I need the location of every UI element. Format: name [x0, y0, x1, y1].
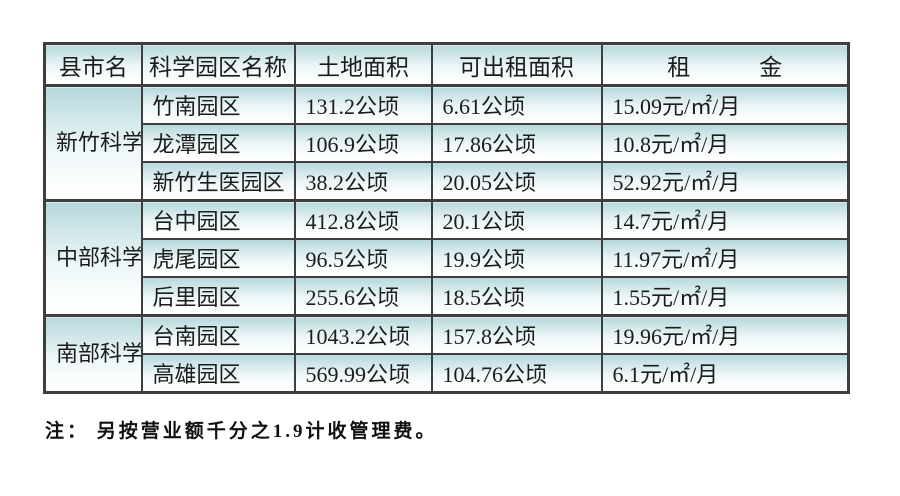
table-row: 后里园区 255.6公顷 18.5公顷 1.55元/㎡/月: [45, 276, 850, 317]
rentable-area-cell: 18.5公顷: [430, 276, 603, 317]
table-row: 新竹科学学区 竹南园区 131.2公顷 6.61公顷 15.09元/㎡/月: [43, 84, 850, 202]
table-row: 新竹生医园区 38.2公顷 20.05公顷 52.92元/㎡/月: [45, 161, 850, 202]
park-name-cell: 新竹生医园区: [140, 161, 296, 202]
park-name-cell: 台中园区: [140, 199, 296, 240]
science-parks-table: 县市名 科学园区名称 土地面积 可出租面积 租 金 新竹科学学区 竹南园区 13…: [43, 42, 850, 394]
park-name-cell: 台南园区: [140, 314, 296, 355]
rentable-area-cell: 104.76公顷: [430, 353, 603, 394]
rent-cell: 14.7元/㎡/月: [600, 199, 850, 240]
rent-cell: 19.96元/㎡/月: [600, 314, 850, 355]
header-rent: 租 金: [600, 42, 850, 87]
rentable-area-cell: 19.9公顷: [430, 238, 603, 278]
table-row: 高雄园区 569.99公顷 104.76公顷 6.1元/㎡/月: [45, 353, 850, 394]
land-area-cell: 412.8公顷: [293, 199, 433, 240]
header-land-area: 土地面积: [293, 42, 433, 87]
rentable-area-cell: 17.86公顷: [430, 123, 603, 163]
rent-cell: 11.97元/㎡/月: [600, 238, 850, 278]
land-area-cell: 38.2公顷: [293, 161, 433, 202]
district-cell: 中部科学园区: [43, 199, 143, 317]
table-row: 虎尾园区 96.5公顷 19.9公顷 11.97元/㎡/月: [45, 238, 850, 278]
rent-cell: 6.1元/㎡/月: [600, 353, 850, 394]
rentable-area-cell: 20.1公顷: [430, 199, 603, 240]
header-rentable-area: 可出租面积: [430, 42, 603, 87]
table-row: 南部科学园区 台南园区 1043.2公顷 157.8公顷 19.96元/㎡/月: [43, 314, 850, 394]
land-area-cell: 1043.2公顷: [293, 314, 433, 355]
park-name-cell: 虎尾园区: [140, 238, 296, 278]
land-area-cell: 106.9公顷: [293, 123, 433, 163]
footnote: 注： 另按营业额千分之1.9计收管理费。: [45, 421, 438, 442]
rent-cell: 1.55元/㎡/月: [600, 276, 850, 317]
table-row: 龙潭园区 106.9公顷 17.86公顷 10.8元/㎡/月: [45, 123, 850, 163]
rent-cell: 10.8元/㎡/月: [600, 123, 850, 163]
park-name-cell: 龙潭园区: [140, 123, 296, 163]
rentable-area-cell: 6.61公顷: [430, 84, 603, 125]
park-name-cell: 后里园区: [140, 276, 296, 317]
park-name-cell: 高雄园区: [140, 353, 296, 394]
rentable-area-cell: 157.8公顷: [430, 314, 603, 355]
header-row: 县市名 科学园区名称 土地面积 可出租面积 租 金: [43, 42, 850, 87]
header-county: 县市名: [43, 42, 143, 87]
land-area-cell: 255.6公顷: [293, 276, 433, 317]
land-area-cell: 131.2公顷: [293, 84, 433, 125]
district-cell: 新竹科学学区: [43, 84, 143, 202]
rent-cell: 15.09元/㎡/月: [600, 84, 850, 125]
rentable-area-cell: 20.05公顷: [430, 161, 603, 202]
table-row: 中部科学园区 台中园区 412.8公顷 20.1公顷 14.7元/㎡/月: [43, 199, 850, 317]
rent-cell: 52.92元/㎡/月: [600, 161, 850, 202]
header-park-name: 科学园区名称: [140, 42, 296, 87]
district-cell: 南部科学园区: [43, 314, 143, 394]
park-name-cell: 竹南园区: [140, 84, 296, 125]
land-area-cell: 569.99公顷: [293, 353, 433, 394]
land-area-cell: 96.5公顷: [293, 238, 433, 278]
